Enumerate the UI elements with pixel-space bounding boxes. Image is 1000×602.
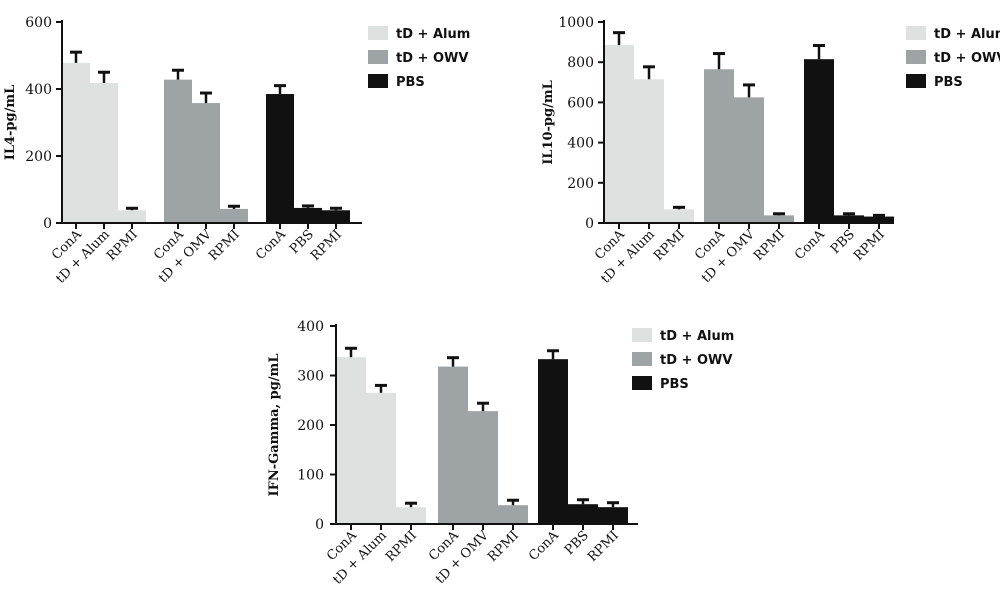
y-axis-label: IL4-pg/mL bbox=[3, 85, 18, 161]
y-axis-label: IFN-Gamma, pg/mL bbox=[267, 354, 282, 497]
bar bbox=[498, 505, 528, 524]
legend-label: PBS bbox=[660, 377, 689, 392]
bar bbox=[336, 357, 366, 524]
bar bbox=[220, 208, 248, 223]
x-tick-label: RPMI bbox=[206, 227, 243, 264]
bar bbox=[568, 504, 598, 524]
bar bbox=[864, 216, 894, 223]
bar bbox=[734, 97, 764, 223]
x-tick-label: RPMI bbox=[383, 528, 420, 565]
y-tick-label: 600 bbox=[567, 95, 594, 111]
y-axis-label: IL10-pg/mL bbox=[541, 80, 556, 165]
legend-swatch bbox=[368, 50, 388, 64]
y-tick-label: 1000 bbox=[558, 15, 594, 31]
bar bbox=[664, 209, 694, 223]
bar bbox=[604, 45, 634, 223]
bar bbox=[396, 507, 426, 524]
bar bbox=[266, 94, 294, 224]
bar bbox=[704, 69, 734, 223]
x-tick-label: ConA bbox=[526, 528, 562, 564]
y-tick-label: 200 bbox=[567, 176, 594, 192]
y-tick-label: 400 bbox=[567, 136, 594, 152]
legend-swatch bbox=[632, 328, 652, 342]
il10-chart-panel: 0 200 400 600 800 1000 ConA tD + Alum RPMI ConA tD… bbox=[508, 0, 1000, 297]
y-tick-label: 100 bbox=[297, 468, 324, 484]
x-tick-label: RPMI bbox=[851, 227, 888, 264]
x-tick-label: RPMI bbox=[651, 227, 688, 264]
legend-label: tD + OWV bbox=[660, 353, 732, 368]
legend-swatch bbox=[906, 26, 926, 40]
bar bbox=[764, 215, 794, 223]
y-tick-label: 300 bbox=[297, 369, 324, 385]
y-tick-label: 600 bbox=[25, 15, 52, 31]
ifn-gamma-chart-panel: 0 100 200 300 400 ConA tD + Alum RPMI ConA tD + O… bbox=[258, 300, 758, 602]
legend-label: tD + OWV bbox=[396, 51, 468, 66]
y-tick-label: 800 bbox=[567, 55, 594, 71]
bar bbox=[90, 82, 118, 223]
legend-label: tD + Alum bbox=[396, 27, 470, 42]
y-tick-label: 200 bbox=[25, 149, 52, 165]
y-tick-label: 200 bbox=[297, 418, 324, 434]
legend-swatch bbox=[368, 74, 388, 88]
y-tick-label: 0 bbox=[585, 216, 594, 232]
il4-chart-panel: 0 200 400 600 ConA tD + Alum RPMI ConA tD + OMV R… bbox=[0, 0, 500, 297]
bar bbox=[538, 359, 568, 524]
x-tick-label: RPMI bbox=[751, 227, 788, 264]
y-tick-label: 400 bbox=[297, 319, 324, 335]
x-tick-label: RPMI bbox=[104, 227, 141, 264]
bar bbox=[294, 207, 322, 223]
y-tick-label: 400 bbox=[25, 82, 52, 98]
x-tick-label: RPMI bbox=[485, 528, 522, 565]
bar bbox=[322, 210, 350, 223]
y-tick-label: 0 bbox=[43, 216, 52, 232]
bar bbox=[834, 215, 864, 223]
legend-swatch bbox=[632, 376, 652, 390]
bar bbox=[598, 507, 628, 524]
bar bbox=[164, 79, 192, 224]
legend-label: tD + Alum bbox=[934, 27, 1000, 42]
legend-label: tD + Alum bbox=[660, 329, 734, 344]
bar bbox=[192, 103, 220, 223]
bar bbox=[468, 411, 498, 524]
x-tick-label: ConA bbox=[792, 227, 828, 263]
bar bbox=[118, 210, 146, 223]
bar bbox=[438, 366, 468, 524]
y-tick-label: 0 bbox=[315, 517, 324, 533]
legend-label: tD + OWV bbox=[934, 51, 1000, 66]
bar bbox=[804, 59, 834, 224]
legend-label: PBS bbox=[396, 75, 425, 90]
bar bbox=[62, 62, 90, 224]
x-tick-label: RPMI bbox=[308, 227, 345, 264]
x-tick-label: ConA bbox=[253, 227, 289, 263]
legend-swatch bbox=[368, 26, 388, 40]
legend-swatch bbox=[906, 74, 926, 88]
legend-swatch bbox=[632, 352, 652, 366]
legend-label: PBS bbox=[934, 75, 963, 90]
x-tick-label: RPMI bbox=[585, 528, 622, 565]
bar bbox=[366, 392, 396, 524]
legend-swatch bbox=[906, 50, 926, 64]
bar bbox=[634, 79, 664, 223]
